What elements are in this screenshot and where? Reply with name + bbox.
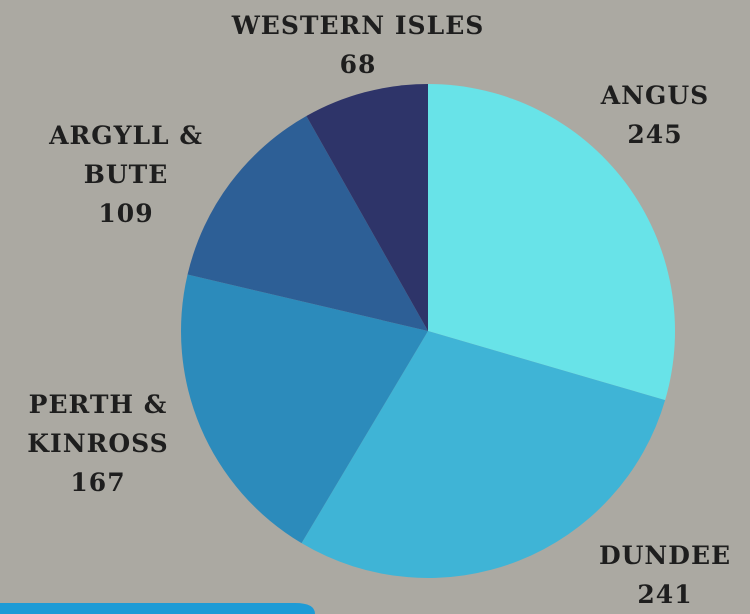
slice-name: ARGYLL & BUTE [49, 121, 203, 189]
slice-value: 68 [339, 50, 377, 79]
slice-name: WESTERN ISLES [231, 11, 485, 40]
slice-name: PERTH & KINROSS [27, 390, 169, 458]
slice-value: 109 [98, 199, 154, 228]
slice-label: PERTH & KINROSS 167 [0, 385, 196, 502]
slice-label: DUNDEE 241 [570, 536, 750, 614]
slice-value: 167 [70, 468, 126, 497]
footer-panel [0, 603, 315, 614]
pie-slice [301, 331, 666, 578]
pie-slice [187, 116, 428, 331]
slice-value: 245 [627, 120, 683, 149]
slice-label: WESTERN ISLES 68 [180, 6, 536, 84]
slice-name: DUNDEE [598, 541, 732, 570]
pie-slice [180, 274, 428, 544]
slice-label: ANGUS 245 [560, 76, 750, 154]
slice-label: ARGYLL & BUTE 109 [20, 116, 232, 233]
pie-slice [306, 84, 428, 331]
slice-name: ANGUS [600, 81, 710, 110]
slice-value: 241 [637, 580, 693, 609]
pie-slice [428, 84, 675, 401]
